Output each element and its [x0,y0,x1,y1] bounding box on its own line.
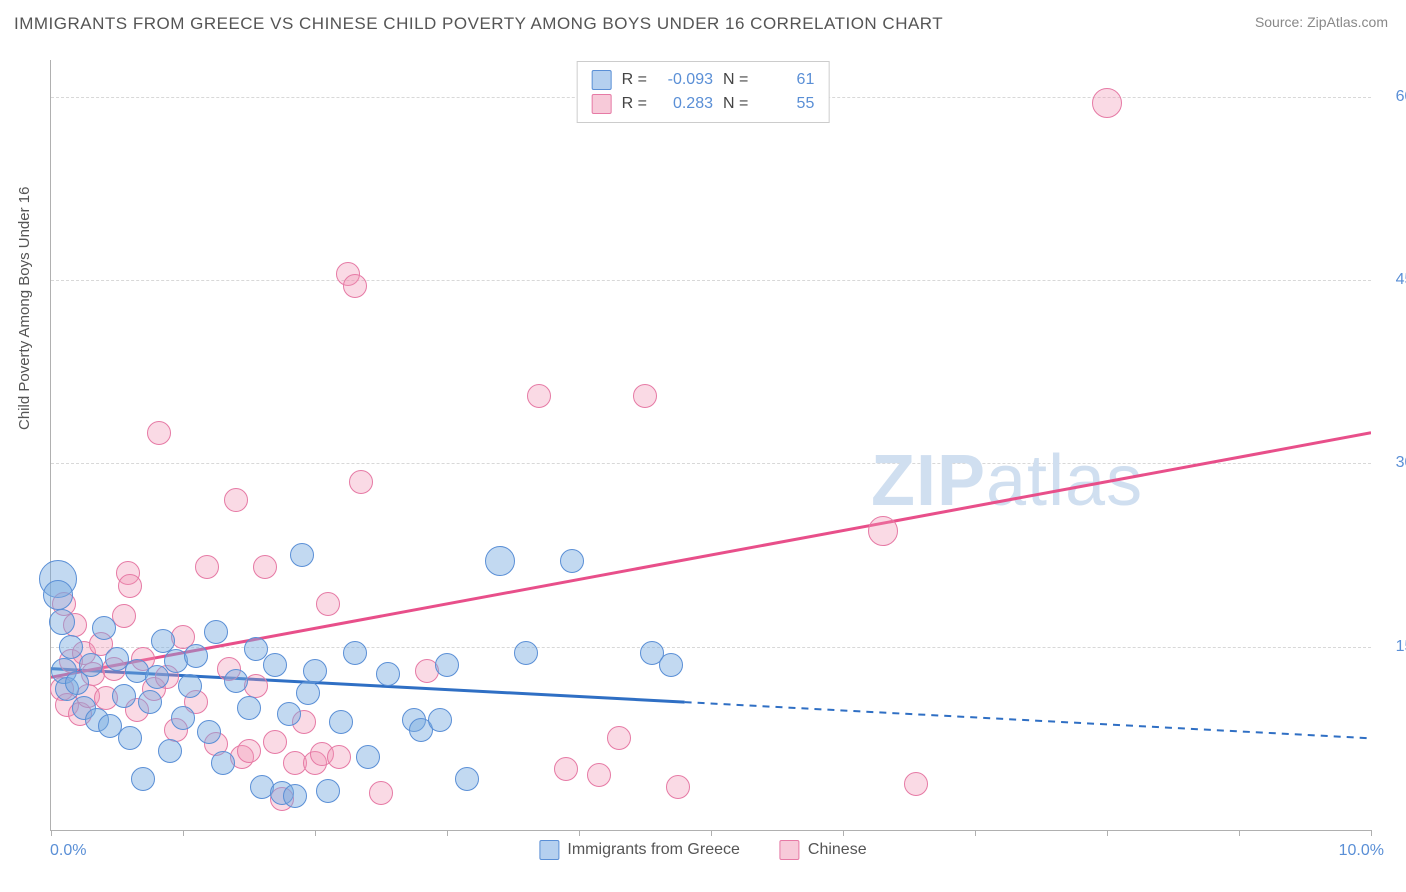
data-point [237,696,261,720]
data-point [79,653,103,677]
r-label: R = [622,95,647,113]
data-point [118,726,142,750]
data-point [560,549,584,573]
data-point [49,609,75,635]
y-tick-label: 60.0% [1396,88,1406,106]
plot-area: ZIPatlas 15.0%30.0%45.0%60.0% [50,60,1371,831]
data-point [435,653,459,677]
data-point [316,592,340,616]
data-point [59,635,83,659]
data-point [211,751,235,775]
swatch-blue-icon [539,840,559,860]
x-max-label: 10.0% [1339,842,1384,860]
data-point [151,629,175,653]
data-point [204,620,228,644]
legend-series: Immigrants from Greece Chinese [539,840,866,860]
chart-title: IMMIGRANTS FROM GREECE VS CHINESE CHILD … [14,14,943,34]
data-point [343,274,367,298]
r-value: 0.283 [657,95,713,113]
data-point [303,659,327,683]
data-point [633,384,657,408]
n-value: 55 [758,95,814,113]
data-point [92,616,116,640]
data-point [263,653,287,677]
data-point [1092,88,1122,118]
data-point [277,702,301,726]
data-point [158,739,182,763]
x-min-label: 0.0% [50,842,86,860]
data-point [138,690,162,714]
data-point [527,384,551,408]
data-point [253,555,277,579]
x-ticks [51,830,1371,836]
data-point [514,641,538,665]
data-point [244,637,268,661]
r-label: R = [622,71,647,89]
data-point [237,739,261,763]
legend-label: Chinese [808,841,867,859]
y-tick-label: 15.0% [1396,638,1406,656]
data-point [171,706,195,730]
y-axis-label: Child Poverty Among Boys Under 16 [16,187,33,430]
data-point [485,546,515,576]
data-point [131,767,155,791]
data-point [224,488,248,512]
data-point [369,781,393,805]
swatch-pink-icon [592,94,612,114]
data-point [224,669,248,693]
swatch-blue-icon [592,70,612,90]
data-point [356,745,380,769]
data-point [868,516,898,546]
swatch-pink-icon [780,840,800,860]
data-point [659,653,683,677]
data-point [666,775,690,799]
n-label: N = [723,95,748,113]
n-label: N = [723,71,748,89]
data-point [112,684,136,708]
data-point [587,763,611,787]
data-point [178,674,202,698]
data-point [329,710,353,734]
legend-row-pink: R = 0.283 N = 55 [592,92,815,116]
r-value: -0.093 [657,71,713,89]
data-point [327,745,351,769]
source-label: Source: ZipAtlas.com [1255,14,1388,30]
y-tick-label: 30.0% [1396,454,1406,472]
data-point [118,574,142,598]
data-point [290,543,314,567]
data-point [376,662,400,686]
data-point [283,784,307,808]
data-point [316,779,340,803]
data-point [296,681,320,705]
data-point [147,421,171,445]
legend-label: Immigrants from Greece [567,841,739,859]
data-point [554,757,578,781]
data-point [145,665,169,689]
watermark: ZIPatlas [871,440,1143,522]
data-point [263,730,287,754]
data-point [195,555,219,579]
data-point [607,726,631,750]
data-point [184,644,208,668]
data-point [904,772,928,796]
y-tick-label: 45.0% [1396,271,1406,289]
data-point [43,580,73,610]
legend-stats: R = -0.093 N = 61 R = 0.283 N = 55 [577,61,830,123]
data-point [343,641,367,665]
legend-item-greece: Immigrants from Greece [539,840,739,860]
data-point [428,708,452,732]
legend-item-chinese: Chinese [780,840,867,860]
n-value: 61 [758,71,814,89]
legend-row-blue: R = -0.093 N = 61 [592,68,815,92]
data-point [197,720,221,744]
data-point [455,767,479,791]
data-point [349,470,373,494]
